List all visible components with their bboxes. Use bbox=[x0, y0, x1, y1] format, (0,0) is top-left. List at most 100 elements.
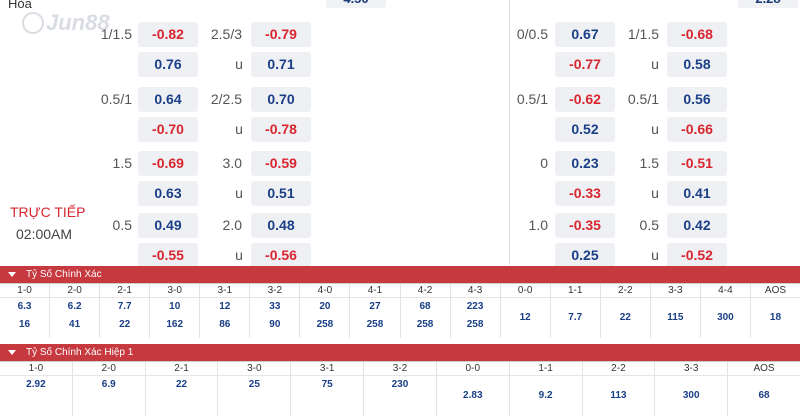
score-label: 1-0 bbox=[0, 362, 72, 376]
over-odds[interactable]: -0.79 bbox=[251, 22, 311, 47]
over-odds[interactable]: 0.56 bbox=[667, 87, 727, 112]
score-label: 2-1 bbox=[100, 284, 150, 298]
over-under-line: 0.5 bbox=[639, 217, 659, 233]
score-column: 4-1 27 258 bbox=[350, 284, 401, 338]
score-odds-away[interactable]: 41 bbox=[69, 319, 81, 330]
draw-odds-left[interactable]: 4.50 bbox=[326, 0, 386, 8]
under-odds[interactable]: -0.52 bbox=[667, 243, 727, 268]
handicap-line: 0.5/1 bbox=[100, 91, 132, 107]
under-label: u bbox=[651, 56, 659, 72]
handicap-line: 1.5 bbox=[112, 155, 132, 171]
score-odds-home[interactable]: 68 bbox=[419, 301, 431, 312]
score-odds-home[interactable]: 6.2 bbox=[67, 301, 82, 312]
score-odds-home[interactable]: 7.7 bbox=[117, 301, 132, 312]
handicap-odds-home[interactable]: 0.64 bbox=[138, 87, 198, 112]
score-odds-home[interactable]: 22 bbox=[175, 379, 188, 390]
score-column: 4-3 223 258 bbox=[450, 284, 501, 338]
score-column: AOS 18 bbox=[750, 284, 800, 338]
score-label: 0-0 bbox=[436, 362, 509, 376]
score-odds-home[interactable]: 6.3 bbox=[17, 301, 32, 312]
handicap-odds-home[interactable]: -0.62 bbox=[555, 87, 615, 112]
score-odds-home[interactable]: 223 bbox=[466, 301, 484, 312]
score-label: 1-1 bbox=[550, 284, 600, 298]
score-label: 4-0 bbox=[300, 284, 350, 298]
over-odds[interactable]: 0.70 bbox=[251, 87, 311, 112]
over-under-line: 1.5 bbox=[639, 155, 659, 171]
score-odds-home[interactable]: 2.92 bbox=[26, 379, 46, 390]
score-odds[interactable]: 7.7 bbox=[568, 312, 583, 323]
score-odds-home[interactable]: 27 bbox=[369, 301, 381, 312]
score-odds[interactable]: 12 bbox=[519, 312, 531, 323]
handicap-odds-home[interactable]: 0.23 bbox=[555, 151, 615, 176]
score-label: 4-4 bbox=[700, 284, 750, 298]
score-label: 4-1 bbox=[350, 284, 400, 298]
score-odds-away[interactable]: 258 bbox=[416, 319, 434, 330]
under-odds[interactable]: -0.66 bbox=[667, 117, 727, 142]
score-odds[interactable]: 9.2 bbox=[538, 390, 553, 401]
handicap-odds-away[interactable]: 0.76 bbox=[138, 52, 198, 77]
handicap-odds-home[interactable]: 0.67 bbox=[555, 22, 615, 47]
draw-odds-right[interactable]: 2.28 bbox=[738, 0, 798, 8]
score-label: 2-2 bbox=[600, 284, 650, 298]
handicap-odds-away[interactable]: 0.25 bbox=[555, 243, 615, 268]
handicap-odds-away[interactable]: 0.52 bbox=[555, 117, 615, 142]
score-column: 2-2 22 bbox=[600, 284, 651, 338]
handicap-odds-home[interactable]: -0.69 bbox=[138, 151, 198, 176]
score-odds-away[interactable]: 90 bbox=[269, 319, 281, 330]
over-odds[interactable]: -0.68 bbox=[667, 22, 727, 47]
section-correct-score-half1[interactable]: Tỷ Số Chính Xác Hiệp 1 bbox=[0, 344, 800, 361]
score-label: 3-1 bbox=[200, 284, 250, 298]
under-odds[interactable]: -0.56 bbox=[251, 243, 311, 268]
under-odds[interactable]: 0.58 bbox=[667, 52, 727, 77]
score-odds-home[interactable]: 25 bbox=[248, 379, 260, 390]
handicap-odds-away[interactable]: -0.55 bbox=[138, 243, 198, 268]
score-odds[interactable]: 68 bbox=[758, 390, 770, 401]
handicap-odds-away[interactable]: -0.70 bbox=[138, 117, 198, 142]
score-odds-home[interactable]: 10 bbox=[169, 301, 181, 312]
score-odds[interactable]: 18 bbox=[769, 312, 782, 323]
section-title: Tỷ Số Chính Xác bbox=[26, 269, 102, 280]
score-odds-away[interactable]: 258 bbox=[316, 319, 334, 330]
handicap-odds-away[interactable]: -0.77 bbox=[555, 52, 615, 77]
under-odds[interactable]: 0.71 bbox=[251, 52, 311, 77]
score-odds[interactable]: 2.83 bbox=[463, 390, 483, 401]
score-odds[interactable]: 22 bbox=[619, 312, 631, 323]
over-odds[interactable]: 0.42 bbox=[667, 213, 727, 238]
score-odds[interactable]: 300 bbox=[717, 312, 734, 323]
score-odds-home[interactable]: 12 bbox=[219, 301, 231, 312]
score-odds-away[interactable]: 162 bbox=[166, 319, 184, 330]
score-label: 3-2 bbox=[250, 284, 300, 298]
score-odds[interactable]: 115 bbox=[667, 312, 684, 323]
score-label: 0-0 bbox=[500, 284, 550, 298]
score-odds-home[interactable]: 33 bbox=[269, 301, 281, 312]
handicap-odds-away[interactable]: 0.63 bbox=[138, 181, 198, 206]
handicap-line: 0 bbox=[540, 155, 548, 171]
score-odds-away[interactable]: 258 bbox=[366, 319, 384, 330]
score-label: 2-1 bbox=[145, 362, 218, 376]
score-odds[interactable]: 300 bbox=[682, 390, 700, 401]
score-odds-away[interactable]: 86 bbox=[219, 319, 231, 330]
score-odds-home[interactable]: 230 bbox=[391, 379, 409, 390]
handicap-odds-home[interactable]: -0.82 bbox=[138, 22, 198, 47]
handicap-odds-home[interactable]: 0.49 bbox=[138, 213, 198, 238]
over-odds[interactable]: -0.51 bbox=[667, 151, 727, 176]
score-odds-away[interactable]: 258 bbox=[466, 319, 484, 330]
under-odds[interactable]: 0.51 bbox=[251, 181, 311, 206]
section-correct-score[interactable]: Tỷ Số Chính Xác bbox=[0, 266, 800, 283]
handicap-odds-away[interactable]: -0.33 bbox=[555, 181, 615, 206]
score-odds-home[interactable]: 75 bbox=[321, 379, 333, 390]
score-odds-away[interactable]: 22 bbox=[119, 319, 131, 330]
score-odds[interactable]: 113 bbox=[610, 390, 627, 401]
score-odds-home[interactable]: 6.9 bbox=[101, 379, 116, 390]
handicap-odds-home[interactable]: -0.35 bbox=[555, 213, 615, 238]
score-odds-away[interactable]: 16 bbox=[18, 319, 31, 330]
under-odds[interactable]: -0.78 bbox=[251, 117, 311, 142]
score-column: 3-0 25 bbox=[218, 362, 292, 416]
score-odds-home[interactable]: 20 bbox=[319, 301, 331, 312]
score-label: 1-0 bbox=[0, 284, 50, 298]
score-column: 2-0 6.2 41 bbox=[50, 284, 101, 338]
handicap-line: 0.5 bbox=[112, 217, 132, 233]
over-odds[interactable]: -0.59 bbox=[251, 151, 311, 176]
over-odds[interactable]: 0.48 bbox=[251, 213, 311, 238]
under-odds[interactable]: 0.41 bbox=[667, 181, 727, 206]
